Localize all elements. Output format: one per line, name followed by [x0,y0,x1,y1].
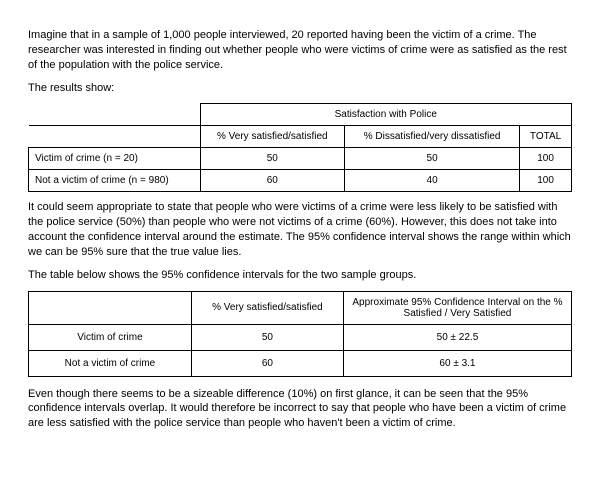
document-page: Imagine that in a sample of 1,000 people… [0,0,600,459]
table-header-blank [29,104,201,126]
table-cell: 50 [345,148,520,170]
table-cell: 100 [520,148,572,170]
table-header-span: Satisfaction with Police [200,104,571,126]
table-cell: 60 ± 3.1 [343,350,571,376]
mid-paragraph-1: It could seem appropriate to state that … [28,200,572,259]
table-header-col1: % Very satisfied/satisfied [191,291,343,324]
table-header-col2: % Dissatisfied/very dissatisfied [345,126,520,148]
table-header-col2: Approximate 95% Confidence Interval on t… [343,291,571,324]
table-cell-label: Victim of crime [29,324,192,350]
table-cell: 50 [191,324,343,350]
table-row: % Very satisfied/satisfied Approximate 9… [29,291,572,324]
table-row: Not a victim of crime 60 60 ± 3.1 [29,350,572,376]
table-satisfaction: Satisfaction with Police % Very satisfie… [28,103,572,192]
table-cell: 40 [345,170,520,192]
table-row: % Very satisfied/satisfied % Dissatisfie… [29,126,572,148]
table-cell: 60 [191,350,343,376]
table-row: Victim of crime (n = 20) 50 50 100 [29,148,572,170]
table-header-blank2 [29,126,201,148]
table-row: Not a victim of crime (n = 980) 60 40 10… [29,170,572,192]
table-confidence: % Very satisfied/satisfied Approximate 9… [28,291,572,377]
table-header-col3: TOTAL [520,126,572,148]
table-row: Satisfaction with Police [29,104,572,126]
table-cell-label: Victim of crime (n = 20) [29,148,201,170]
intro-paragraph: Imagine that in a sample of 1,000 people… [28,28,572,73]
table-cell: 50 ± 22.5 [343,324,571,350]
table-cell: 50 [200,148,345,170]
table-cell-label: Not a victim of crime [29,350,192,376]
table-cell-label: Not a victim of crime (n = 980) [29,170,201,192]
table-cell: 60 [200,170,345,192]
results-label: The results show: [28,81,572,96]
table-header-col1: % Very satisfied/satisfied [200,126,345,148]
table-row: Victim of crime 50 50 ± 22.5 [29,324,572,350]
conclusion-paragraph: Even though there seems to be a sizeable… [28,387,572,432]
mid-paragraph-2: The table below shows the 95% confidence… [28,268,572,283]
table-cell: 100 [520,170,572,192]
table-header-blank [29,291,192,324]
